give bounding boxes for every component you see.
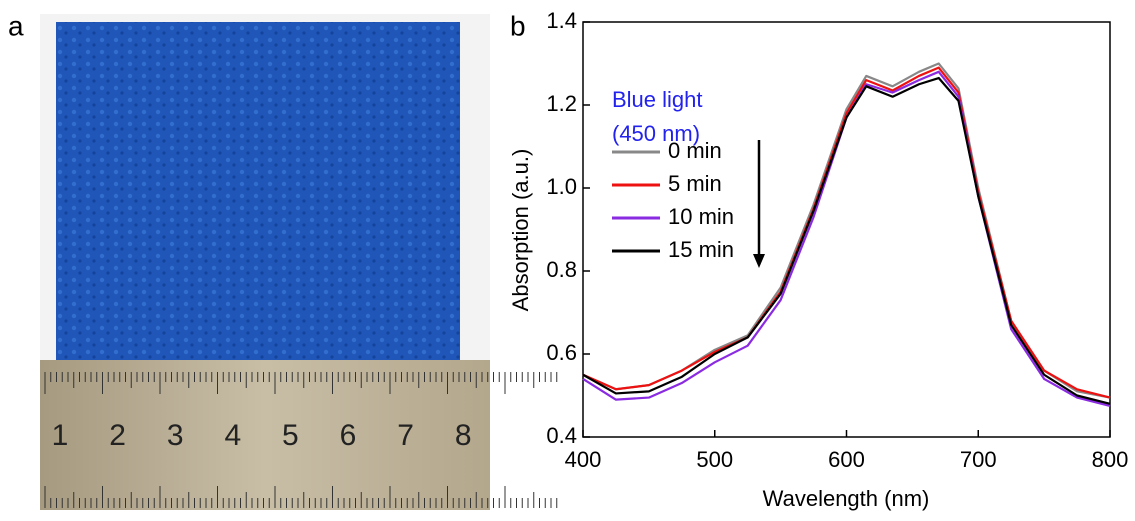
ruler-label: 3 xyxy=(167,419,184,452)
annotation: Blue light xyxy=(612,87,703,112)
y-tick-label: 1.0 xyxy=(546,174,577,199)
arrow-head xyxy=(753,254,765,268)
y-tick-label: 1.4 xyxy=(546,8,577,33)
y-tick-label: 1.2 xyxy=(546,91,577,116)
x-tick-label: 500 xyxy=(696,447,733,472)
legend-label: 10 min xyxy=(668,204,734,229)
y-tick-label: 0.8 xyxy=(546,257,577,282)
ruler-label: 2 xyxy=(109,419,126,452)
blue-film xyxy=(56,22,460,362)
plot-frame xyxy=(583,22,1110,437)
ruler-label: 1 xyxy=(52,419,69,452)
x-tick-label: 800 xyxy=(1092,447,1129,472)
legend-label: 15 min xyxy=(668,237,734,262)
y-tick-label: 0.4 xyxy=(546,423,577,448)
ruler-label: 8 xyxy=(455,419,472,452)
ruler xyxy=(40,360,490,510)
ruler-label: 4 xyxy=(224,419,241,452)
x-tick-label: 600 xyxy=(828,447,865,472)
y-tick-label: 0.6 xyxy=(546,340,577,365)
ruler-label: 5 xyxy=(282,419,299,452)
x-axis-title: Wavelength (nm) xyxy=(763,486,930,511)
figure: a b Wavelength (nm) Absorption (a.u.) 1 2… xyxy=(0,0,1135,516)
legend-label: 0 min xyxy=(668,138,722,163)
legend-label: 5 min xyxy=(668,171,722,196)
panel-label: a xyxy=(8,10,24,41)
ruler-label: 7 xyxy=(397,419,414,452)
x-tick-label: 400 xyxy=(565,447,602,472)
y-axis-title: Absorption (a.u.) xyxy=(508,149,533,312)
x-tick-label: 700 xyxy=(960,447,997,472)
panel-label: b xyxy=(510,10,526,41)
ruler-label: 6 xyxy=(340,419,357,452)
